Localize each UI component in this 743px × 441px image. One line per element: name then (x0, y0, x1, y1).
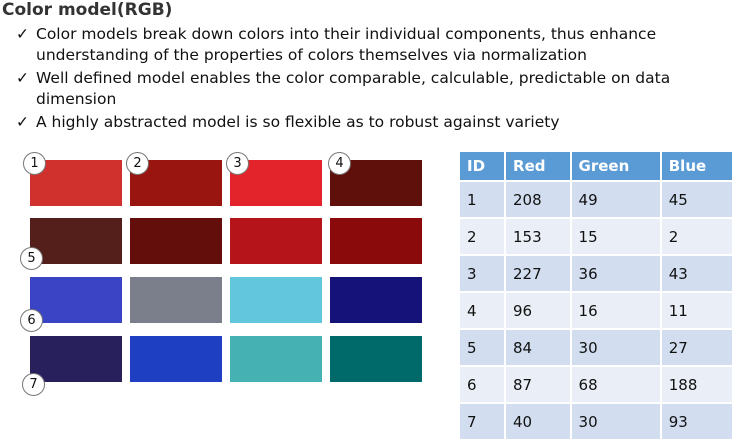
cell-red: 40 (504, 402, 572, 441)
header-id: ID (457, 150, 507, 182)
color-swatch (30, 160, 122, 206)
table-row: 5 84 30 27 (457, 328, 735, 367)
cell-red: 153 (504, 217, 572, 256)
swatch-number: 3 (226, 152, 249, 175)
check-icon: ✓ (16, 113, 29, 131)
color-swatch (330, 336, 422, 382)
color-swatch (130, 277, 222, 323)
cell-blue: 93 (659, 402, 735, 441)
bullet-item: ✓ A highly abstracted model is so flexib… (16, 112, 731, 133)
swatch-number: 2 (126, 152, 149, 175)
bullet-text: Well defined model enables the color com… (36, 69, 671, 108)
table-row: 4 96 16 11 (457, 291, 735, 330)
header-red: Red (504, 150, 572, 182)
table-row: 2 153 15 2 (457, 217, 735, 256)
cell-green: 30 (569, 328, 662, 367)
cell-id: 3 (457, 254, 507, 293)
rgb-table: ID Red Green Blue 1 208 49 45 2 153 15 2… (457, 150, 735, 441)
table-header-row: ID Red Green Blue (457, 150, 735, 182)
swatch-number: 7 (22, 373, 45, 396)
slide-title: Color model(RGB) (2, 0, 173, 20)
check-icon: ✓ (16, 69, 29, 87)
cell-green: 15 (569, 217, 662, 256)
swatch-number: 4 (328, 152, 351, 175)
cell-blue: 43 (659, 254, 735, 293)
header-blue: Blue (659, 150, 735, 182)
cell-id: 4 (457, 291, 507, 330)
bullet-item: ✓ Color models break down colors into th… (16, 24, 731, 66)
color-swatch (230, 218, 322, 264)
color-swatch (30, 218, 122, 264)
bullet-item: ✓ Well defined model enables the color c… (16, 68, 731, 110)
color-swatch (130, 218, 222, 264)
cell-blue: 11 (659, 291, 735, 330)
bullet-text: Color models break down colors into thei… (36, 25, 657, 64)
cell-blue: 27 (659, 328, 735, 367)
table-row: 7 40 30 93 (457, 402, 735, 441)
color-swatch (230, 277, 322, 323)
check-icon: ✓ (16, 25, 29, 43)
cell-red: 84 (504, 328, 572, 367)
swatch-number: 6 (20, 309, 43, 332)
cell-blue: 2 (659, 217, 735, 256)
color-swatch (30, 336, 122, 382)
color-swatch (130, 336, 222, 382)
cell-id: 6 (457, 365, 507, 404)
color-swatch (330, 277, 422, 323)
bullet-list: ✓ Color models break down colors into th… (16, 24, 731, 135)
cell-id: 7 (457, 402, 507, 441)
color-swatch (230, 336, 322, 382)
cell-blue: 188 (659, 365, 735, 404)
swatch-number: 1 (23, 152, 46, 175)
color-swatch (30, 277, 122, 323)
cell-red: 96 (504, 291, 572, 330)
table-row: 3 227 36 43 (457, 254, 735, 293)
swatch-number: 5 (20, 247, 43, 270)
cell-id: 5 (457, 328, 507, 367)
cell-blue: 45 (659, 180, 735, 219)
cell-red: 208 (504, 180, 572, 219)
cell-green: 30 (569, 402, 662, 441)
cell-green: 49 (569, 180, 662, 219)
cell-green: 16 (569, 291, 662, 330)
cell-green: 68 (569, 365, 662, 404)
header-green: Green (569, 150, 662, 182)
cell-red: 87 (504, 365, 572, 404)
cell-red: 227 (504, 254, 572, 293)
table-row: 6 87 68 188 (457, 365, 735, 404)
cell-id: 2 (457, 217, 507, 256)
bullet-text: A highly abstracted model is so flexible… (36, 113, 560, 131)
color-swatch (330, 218, 422, 264)
cell-id: 1 (457, 180, 507, 219)
cell-green: 36 (569, 254, 662, 293)
table-row: 1 208 49 45 (457, 180, 735, 219)
